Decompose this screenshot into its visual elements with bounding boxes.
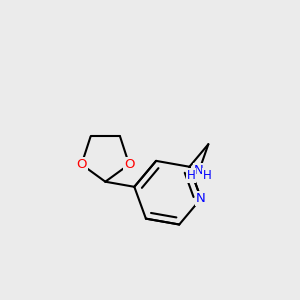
Text: O: O [124, 158, 134, 171]
Text: H: H [187, 169, 195, 182]
Text: N: N [196, 192, 206, 205]
Text: N: N [194, 164, 204, 177]
Text: O: O [76, 158, 87, 171]
Text: H: H [203, 169, 212, 182]
